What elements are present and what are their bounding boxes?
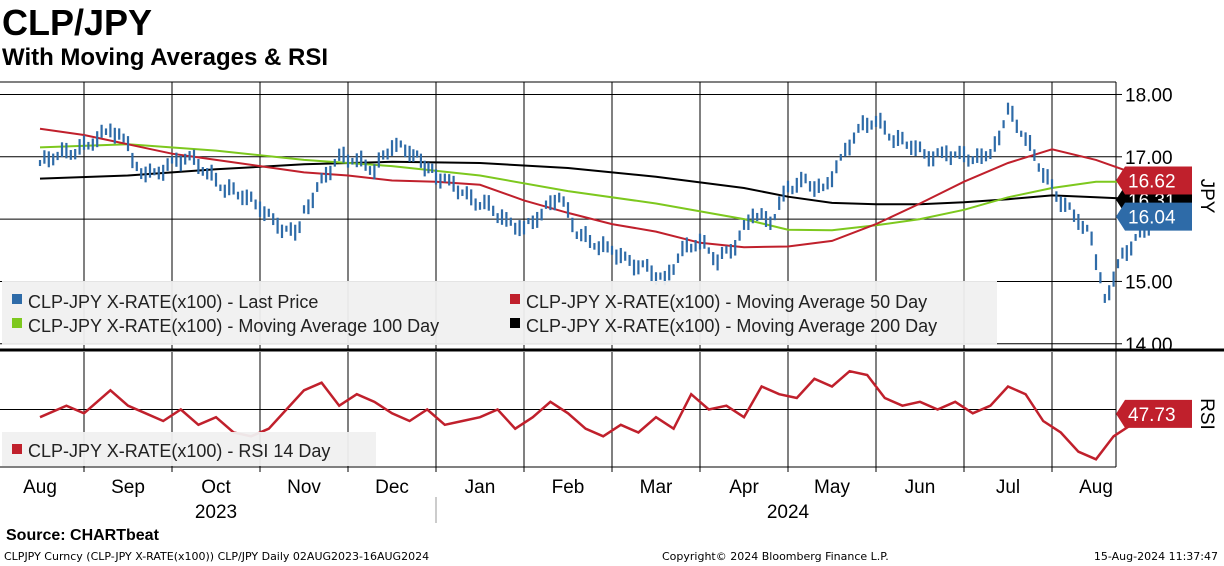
x-tick-label-jan-5: Jan (465, 477, 496, 498)
y-tick-label-1: 17.00 (1125, 148, 1173, 169)
y-tick-label-3: 14.00 (1125, 335, 1173, 356)
x-tick-label-dec-4: Dec (375, 477, 409, 498)
legend-swatch-rsi (12, 444, 22, 454)
legend-label-price: CLP-JPY X-RATE(x100) - Last Price (28, 292, 318, 312)
x-year-label-2024: 2024 (767, 502, 810, 523)
badge-last-price: 16.04 (1116, 202, 1192, 231)
chart-title: CLP/JPY (2, 2, 153, 43)
grid-layer (0, 82, 1116, 467)
footer-copyright: Copyright© 2024 Bloomberg Finance L.P. (662, 550, 889, 563)
source-line: Source: CHARTbeat (6, 527, 159, 544)
legend-label-rsi: CLP-JPY X-RATE(x100) - RSI 14 Day (28, 441, 330, 461)
x-tick-label-apr-8: Apr (729, 477, 759, 498)
legend-box-rsi (2, 432, 376, 466)
y-axis-label-jpy: JPY (1196, 179, 1217, 214)
badge-rsi-label: 47.73 (1128, 405, 1176, 426)
legend-swatch-price (12, 294, 22, 304)
series-last-price (38, 102, 1159, 303)
legend-swatch-ma100 (12, 318, 22, 328)
legend-label-ma50: CLP-JPY X-RATE(x100) - Moving Average 50… (526, 292, 927, 312)
legend-box-price (2, 281, 997, 345)
x-tick-label-oct-2: Oct (201, 477, 231, 498)
x-year-label-2023: 2023 (195, 502, 237, 523)
badge-last-price-shape (1116, 202, 1192, 231)
badge-ma50-shape (1116, 166, 1192, 195)
chart-subtitle: With Moving Averages & RSI (2, 44, 329, 71)
badge-ma50-label: 16.62 (1128, 171, 1176, 192)
x-tick-label-aug-0: Aug (23, 477, 57, 498)
legend-label-ma200: CLP-JPY X-RATE(x100) - Moving Average 20… (526, 316, 937, 336)
legend-label-ma100: CLP-JPY X-RATE(x100) - Moving Average 10… (28, 316, 439, 336)
x-tick-label-aug-12: Aug (1079, 477, 1113, 498)
footer-ticker: CLPJPY Curncy (CLP-JPY X-RATE(x100)) CLP… (4, 550, 430, 563)
x-tick-label-mar-7: Mar (640, 477, 673, 498)
ticks-layer: 18.00 17.00 15.00 14.00 (1116, 85, 1173, 356)
y-tick-label-2: 15.00 (1125, 272, 1173, 293)
x-tick-label-may-9: May (814, 477, 850, 498)
x-tick-label-jul-11: Jul (996, 477, 1020, 498)
y-tick-label-0: 18.00 (1125, 85, 1173, 106)
badge-ma50: 16.62 (1116, 166, 1192, 195)
footer-timestamp: 15-Aug-2024 11:37:47 (1093, 550, 1218, 563)
y-axis-label-rsi: RSI (1196, 398, 1217, 430)
x-tick-label-sep-1: Sep (111, 477, 145, 498)
x-tick-label-nov-3: Nov (287, 477, 321, 498)
badge-rsi: 47.73 (1116, 399, 1192, 428)
badge-rsi-shape (1116, 399, 1192, 428)
x-tick-label-jun-10: Jun (905, 477, 936, 498)
badge-last-price-label: 16.04 (1128, 208, 1176, 229)
series-ma50 (39, 127, 1176, 249)
series-layer (38, 102, 1176, 461)
x-axis: Aug Sep Oct Nov Dec Jan Feb Mar Apr May Jun Jul Aug 2… (23, 467, 1113, 523)
x-tick-label-feb-6: Feb (552, 477, 585, 498)
series-ma200 (39, 160, 1176, 206)
legend-swatch-ma200 (510, 318, 520, 328)
legend-swatch-ma50 (510, 294, 520, 304)
